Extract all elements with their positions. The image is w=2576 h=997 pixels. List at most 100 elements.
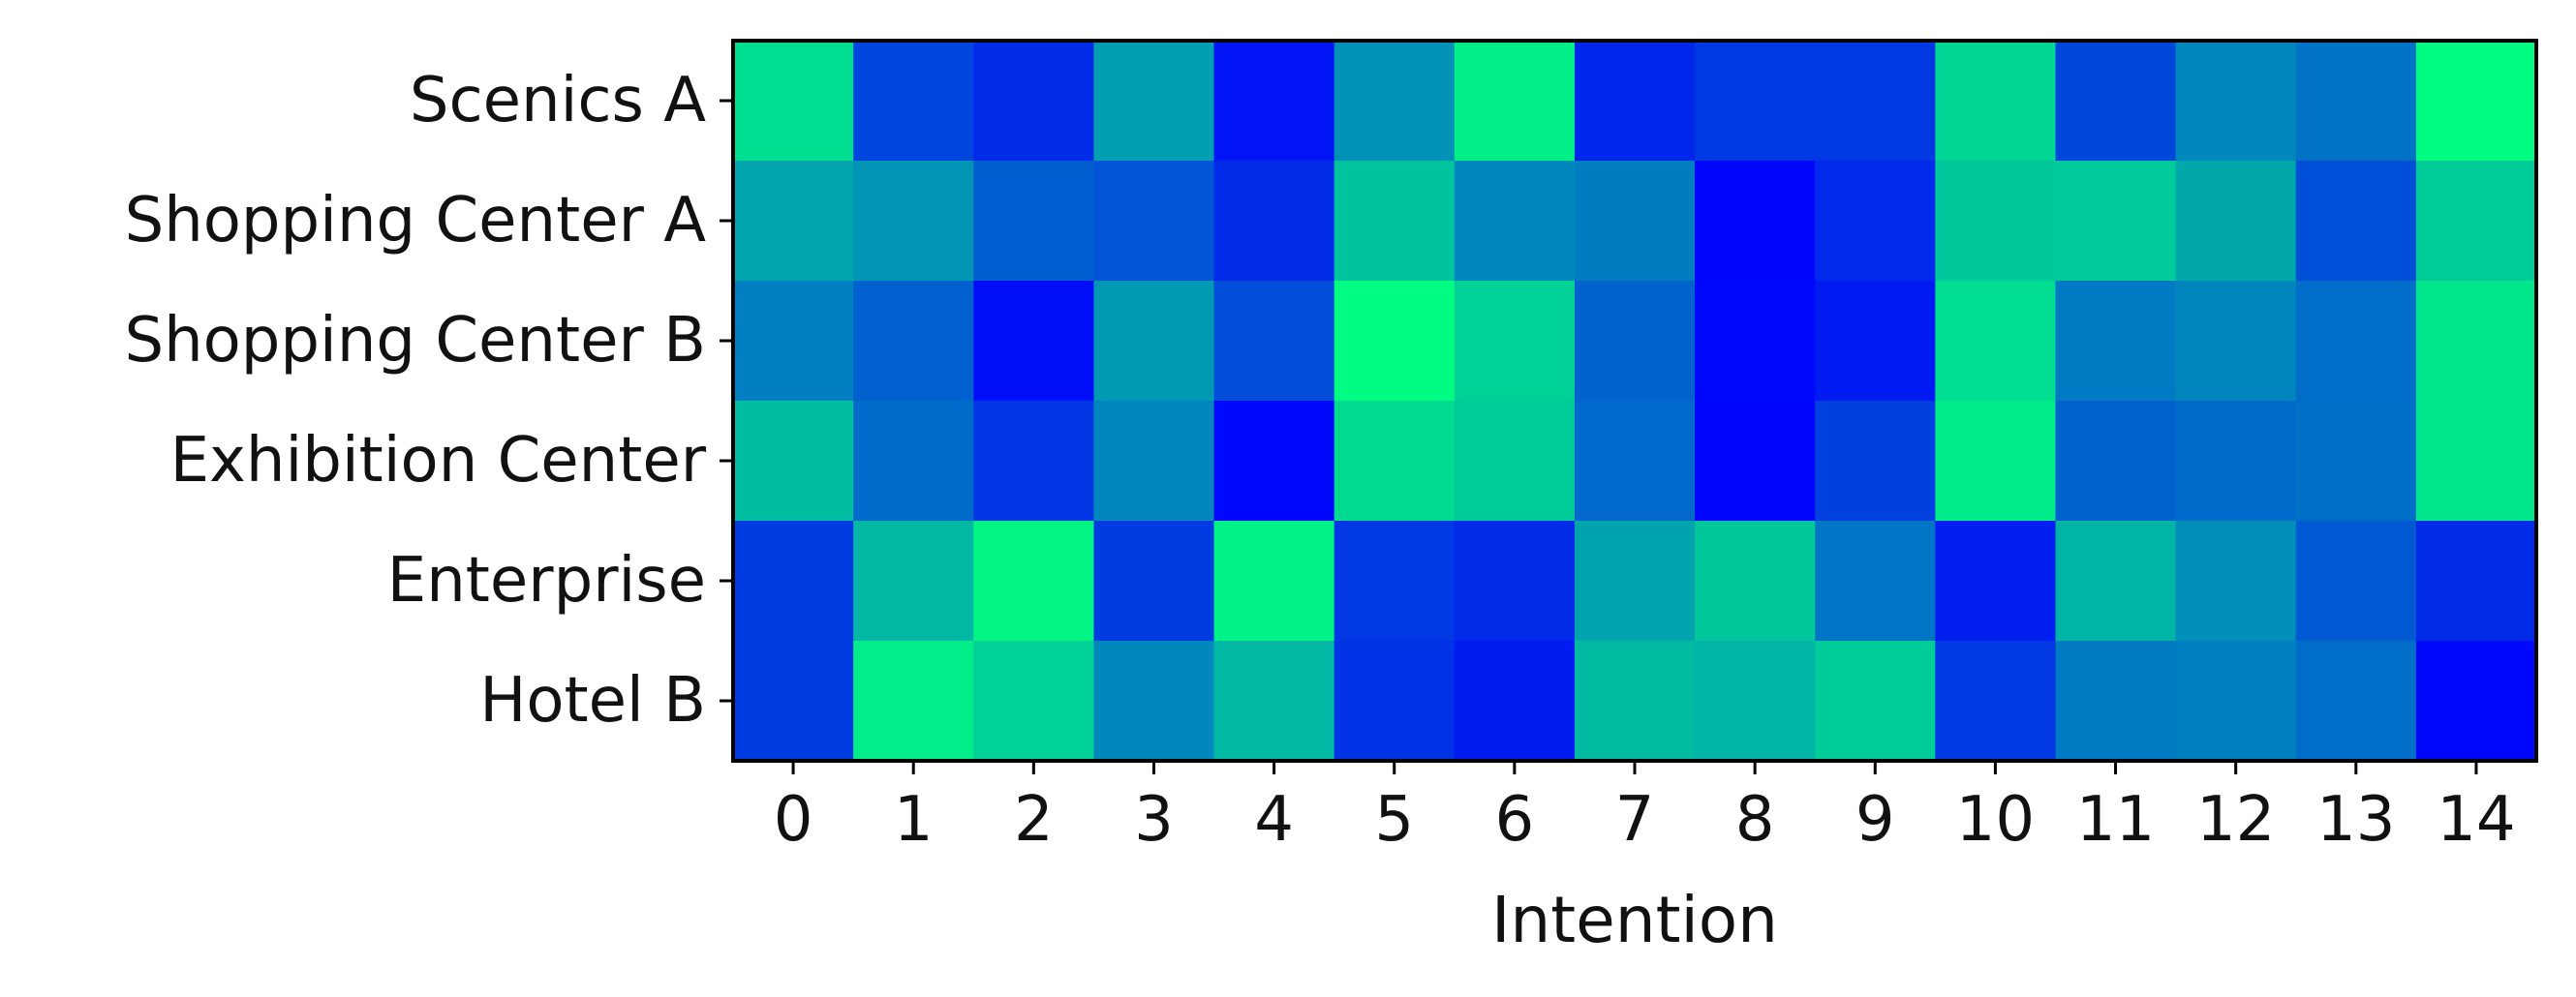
heatmap-cells [733,41,2537,762]
heatmap-cell [1093,401,1215,522]
heatmap-cell [2415,161,2537,282]
heatmap-cell [1574,641,1696,762]
heatmap-cell [1815,281,1936,402]
y-axis: Scenics A Shopping Center A Shopping Cente… [124,65,733,737]
heatmap-cell [1454,641,1576,762]
heatmap-cell [1935,161,2057,282]
heatmap-cell [733,161,854,282]
heatmap-cell [1454,281,1576,402]
heatmap-cell [853,161,974,282]
x-tick-label: 0 [774,784,813,856]
heatmap-cell [1935,641,2057,762]
heatmap-cell [1695,641,1816,762]
x-tick-label: 13 [2316,784,2395,856]
heatmap-cell [1454,401,1576,522]
heatmap-cell [1334,641,1456,762]
heatmap-cell [1695,41,1816,162]
heatmap-cell [2415,401,2537,522]
heatmap-cell [2055,641,2177,762]
x-tick-label: 5 [1374,784,1414,856]
x-tick-label: 7 [1615,784,1655,856]
heatmap-cell [2055,281,2177,402]
x-tick-label: 12 [2196,784,2275,856]
y-tick-label: Shopping Center B [124,305,706,377]
x-axis-title: Intention [1491,883,1778,957]
heatmap-cell [1695,281,1816,402]
heatmap-cell [1093,641,1215,762]
heatmap-cell [2055,41,2177,162]
heatmap-cell [2175,401,2297,522]
heatmap-cell [2295,161,2417,282]
heatmap-cell [2175,641,2297,762]
heatmap-cell [1213,641,1335,762]
heatmap-cell [853,401,974,522]
heatmap-cell [2415,281,2537,402]
heatmap-cell [2295,41,2417,162]
heatmap-cell [853,281,974,402]
heatmap-cell [853,41,974,162]
heatmap-cell [1334,401,1456,522]
heatmap-cell [1454,161,1576,282]
heatmap-cell [1334,281,1456,402]
heatmap-cell [1454,521,1576,642]
heatmap-cell [1213,521,1335,642]
heatmap-cell [1334,161,1456,282]
x-tick-label: 10 [1956,784,2035,856]
heatmap-cell [2175,521,2297,642]
heatmap-cell [2415,521,2537,642]
heatmap-cell [2175,281,2297,402]
heatmap-cell [1935,281,2057,402]
heatmap-cell [1334,41,1456,162]
heatmap-cell [1935,41,2057,162]
heatmap-cell [973,161,1094,282]
x-tick-label: 3 [1134,784,1174,856]
heatmap-cell [1213,41,1335,162]
heatmap-cell [2175,161,2297,282]
heatmap-cell [1093,521,1215,642]
heatmap-cell [1574,401,1696,522]
heatmap-cell [973,281,1094,402]
heatmap-cell [1454,41,1576,162]
heatmap-cell [2295,401,2417,522]
heatmap-cell [1815,161,1936,282]
heatmap-cell [973,41,1094,162]
heatmap-cell [2415,641,2537,762]
heatmap-cell [973,401,1094,522]
heatmap-cell [1815,641,1936,762]
heatmap-cell [1574,281,1696,402]
heatmap-cell [1935,521,2057,642]
heatmap-cell [1695,161,1816,282]
heatmap-cell [1093,161,1215,282]
heatmap-cell [1334,521,1456,642]
y-tick-label: Enterprise [387,545,706,617]
y-tick-label: Exhibition Center [170,425,707,497]
heatmap-cell [1213,281,1335,402]
heatmap-cell [2055,161,2177,282]
x-tick-label: 14 [2437,784,2515,856]
heatmap-cell [733,641,854,762]
heatmap-cell [2175,41,2297,162]
heatmap-cell [1093,41,1215,162]
heatmap-cell [1213,161,1335,282]
heatmap-cell [853,641,974,762]
heatmap-cell [973,641,1094,762]
heatmap-cell [1093,281,1215,402]
y-tick-label: Shopping Center A [125,185,707,257]
heatmap-cell [1815,521,1936,642]
heatmap-cell [2295,641,2417,762]
heatmap-cell [2295,281,2417,402]
heatmap-cell [1815,401,1936,522]
x-tick-label: 1 [894,784,934,856]
x-axis: 0 1 2 3 4 5 6 7 8 9 10 11 12 13 14 [774,761,2516,856]
x-tick-label: 2 [1014,784,1054,856]
heatmap-cell [2415,41,2537,162]
heatmap-cell [1695,521,1816,642]
y-tick-label: Scenics A [410,65,706,136]
heatmap-cell [1574,521,1696,642]
heatmap-cell [973,521,1094,642]
y-tick-label: Hotel B [479,665,706,737]
heatmap-cell [733,281,854,402]
heatmap-cell [1695,401,1816,522]
x-tick-label: 6 [1495,784,1535,856]
